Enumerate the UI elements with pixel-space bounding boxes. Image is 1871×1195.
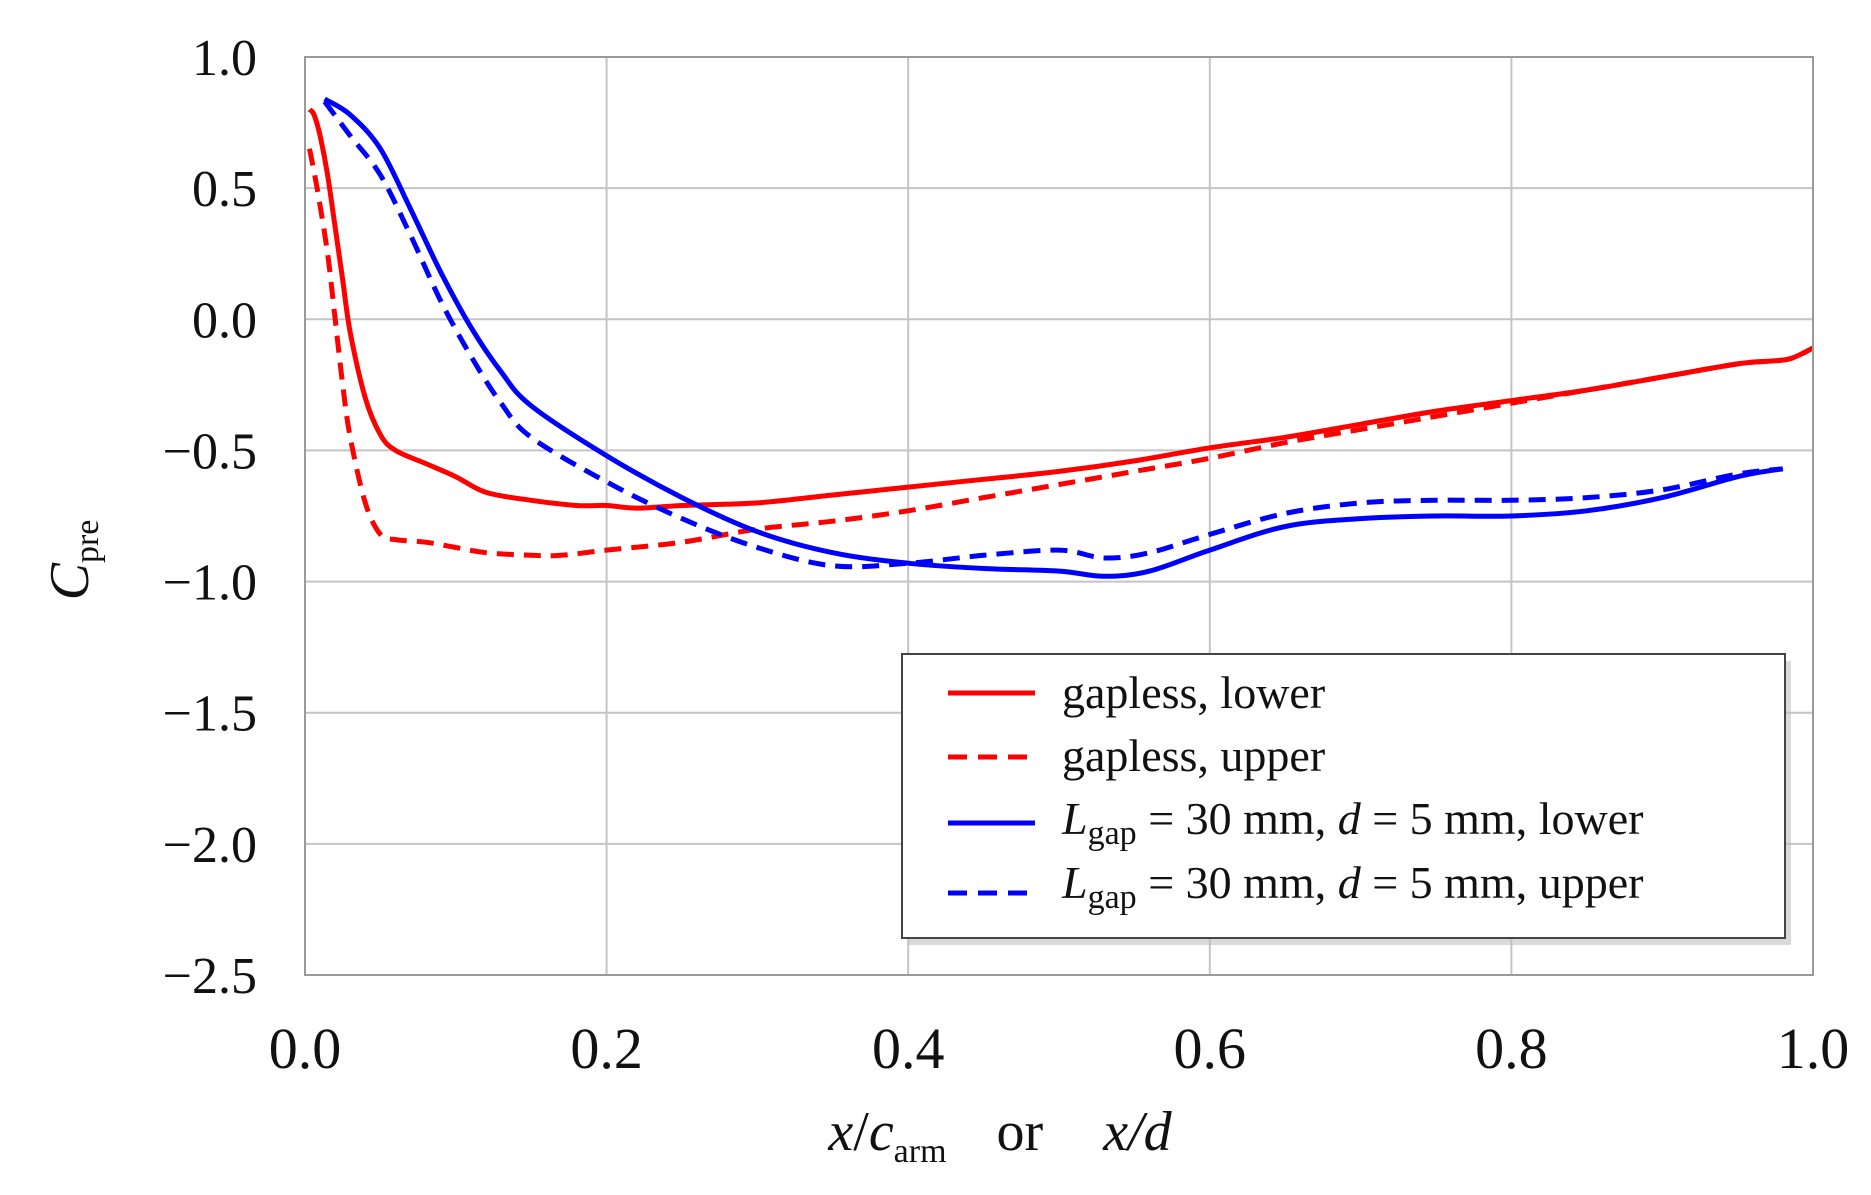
x-tick-label: 0.2 <box>570 1016 643 1081</box>
legend-label-3: Lgap = 30 mm, d = 5 mm, upper <box>1061 857 1643 916</box>
series-line-1 <box>307 148 1815 559</box>
y-tick-label: 0.5 <box>192 161 257 218</box>
legend-entries: gapless, lower gapless, upper Lgap = 30 … <box>948 667 1643 916</box>
legend-label-2-mid: = 30 mm, <box>1137 793 1338 844</box>
data-series <box>307 96 1815 579</box>
x-tick-label: 0.4 <box>872 1016 945 1081</box>
y-axis-label-main: C <box>39 562 101 600</box>
legend-label-3-l: L <box>1061 857 1088 908</box>
x-axis-label-x: x <box>827 1101 853 1163</box>
legend-box <box>901 653 1786 939</box>
x-tick-label: 0.6 <box>1174 1016 1247 1081</box>
y-tick-label: −2.0 <box>163 817 257 874</box>
y-tick-label: −1.5 <box>163 686 257 743</box>
legend-label-2-d: d <box>1338 793 1362 844</box>
y-tick-label: −0.5 <box>163 423 257 480</box>
legend-label-1: gapless, upper <box>1062 730 1325 781</box>
legend-label-2-l: L <box>1061 793 1088 844</box>
legend-label-3-d: d <box>1338 857 1362 908</box>
series-line-2 <box>323 96 1784 579</box>
y-tick-labels: 1.0 0.5 0.0 −0.5 −1.0 −1.5 −2.0 −2.5 <box>163 30 257 1005</box>
legend-label-2: Lgap = 30 mm, d = 5 mm, lower <box>1061 793 1643 852</box>
legend-label-2-sub: gap <box>1088 815 1137 852</box>
x-tick-label: 1.0 <box>1777 1016 1850 1081</box>
y-tick-label: −1.0 <box>163 555 257 612</box>
x-tick-label: 0.8 <box>1475 1016 1548 1081</box>
legend-label-3-suffix: = 5 mm, upper <box>1361 857 1644 908</box>
legend-label-3-mid: = 30 mm, <box>1137 857 1338 908</box>
x-axis-label-slash: / <box>853 1101 869 1163</box>
y-axis-label: Cpre <box>39 520 106 601</box>
plot-frame <box>304 56 1814 976</box>
x-axis-label-d: /d <box>1125 1101 1173 1163</box>
legend: gapless, lower gapless, upper Lgap = 30 … <box>901 653 1791 945</box>
legend-label-0-text: gapless, lower <box>1062 667 1325 718</box>
y-tick-label: 0.0 <box>192 292 257 349</box>
y-axis-label-sub: pre <box>69 520 106 563</box>
legend-label-0: gapless, lower <box>1062 667 1325 718</box>
legend-label-3-sub: gap <box>1088 879 1137 916</box>
legend-label-1-text: gapless, upper <box>1062 730 1325 781</box>
x-tick-label: 0.0 <box>269 1016 342 1081</box>
x-axis-label-arm: arm <box>894 1133 947 1170</box>
legend-label-2-suffix: = 5 mm, lower <box>1361 793 1644 844</box>
x-axis-label: x/carm or x/d <box>827 1101 1172 1170</box>
x-axis-label-or: or <box>997 1101 1044 1163</box>
series-line-3 <box>322 100 1784 570</box>
x-axis-label-x2: x <box>1102 1101 1128 1163</box>
x-axis-label-c: c <box>869 1101 894 1163</box>
series-line-0 <box>307 107 1815 511</box>
y-tick-label: −2.5 <box>163 948 257 1005</box>
y-tick-label: 1.0 <box>192 30 257 87</box>
x-tick-labels: 0.0 0.2 0.4 0.6 0.8 1.0 <box>269 1016 1850 1081</box>
